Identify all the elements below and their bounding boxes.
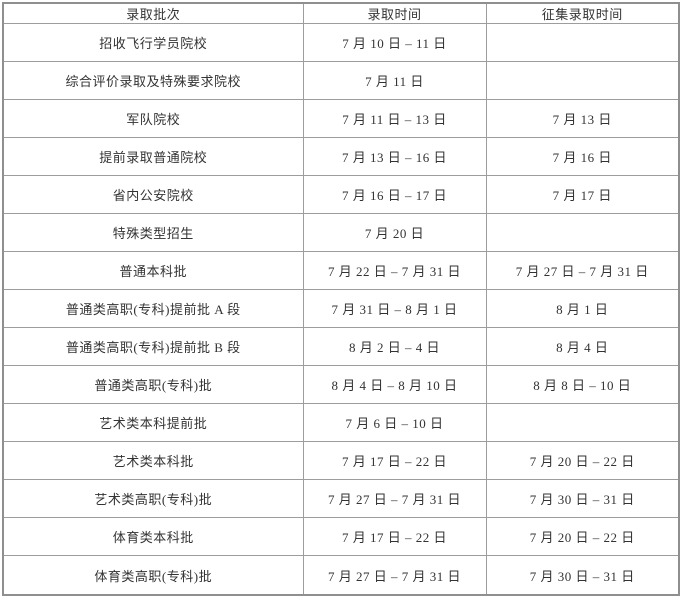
collection-time-cell: 7 月 13 日 xyxy=(485,99,680,139)
batch-cell: 艺术类高职(专科)批 xyxy=(2,479,304,519)
batch-cell: 普通类高职(专科)提前批 A 段 xyxy=(2,289,304,329)
batch-cell: 普通类高职(专科)提前批 B 段 xyxy=(2,327,304,367)
collection-time-cell: 8 月 1 日 xyxy=(485,289,680,329)
collection-time-cell: 7 月 20 日 – 22 日 xyxy=(485,441,680,481)
batch-cell: 军队院校 xyxy=(2,99,304,139)
batch-cell: 综合评价录取及特殊要求院校 xyxy=(2,61,304,101)
collection-time-cell: 8 月 4 日 xyxy=(485,327,680,367)
table-header-row: 录取批次 录取时间 征集录取时间 xyxy=(2,2,680,24)
admission-time-cell: 7 月 22 日 – 7 月 31 日 xyxy=(302,251,487,291)
admission-time-cell: 7 月 17 日 – 22 日 xyxy=(302,517,487,557)
admission-time-cell: 7 月 11 日 xyxy=(302,61,487,101)
batch-cell: 招收飞行学员院校 xyxy=(2,22,304,63)
batch-cell: 体育类本科批 xyxy=(2,517,304,557)
collection-time-cell: 8 月 8 日 – 10 日 xyxy=(485,365,680,405)
table-row: 艺术类本科提前批 7 月 6 日 – 10 日 xyxy=(2,403,680,443)
batch-cell: 提前录取普通院校 xyxy=(2,137,304,177)
admission-time-cell: 7 月 27 日 – 7 月 31 日 xyxy=(302,479,487,519)
table-row: 综合评价录取及特殊要求院校 7 月 11 日 xyxy=(2,61,680,101)
admission-time-cell: 7 月 27 日 – 7 月 31 日 xyxy=(302,555,487,596)
collection-time-cell xyxy=(485,213,680,253)
collection-time-cell: 7 月 20 日 – 22 日 xyxy=(485,517,680,557)
batch-cell: 普通本科批 xyxy=(2,251,304,291)
table-body: 招收飞行学员院校 7 月 10 日 – 11 日综合评价录取及特殊要求院校 7 月 … xyxy=(2,22,680,596)
admission-time-cell: 7 月 16 日 – 17 日 xyxy=(302,175,487,215)
batch-cell: 艺术类本科提前批 xyxy=(2,403,304,443)
batch-cell: 特殊类型招生 xyxy=(2,213,304,253)
batch-cell: 普通类高职(专科)批 xyxy=(2,365,304,405)
admission-time-cell: 7 月 17 日 – 22 日 xyxy=(302,441,487,481)
admission-time-cell: 7 月 11 日 – 13 日 xyxy=(302,99,487,139)
collection-time-cell xyxy=(485,403,680,443)
table-row: 特殊类型招生 7 月 20 日 xyxy=(2,213,680,253)
table-row: 招收飞行学员院校 7 月 10 日 – 11 日 xyxy=(2,22,680,63)
collection-time-cell: 7 月 17 日 xyxy=(485,175,680,215)
collection-time-cell: 7 月 30 日 – 31 日 xyxy=(485,555,680,596)
admission-time-cell: 7 月 13 日 – 16 日 xyxy=(302,137,487,177)
column-header-admission-time: 录取时间 xyxy=(302,2,487,24)
admission-time-cell: 7 月 31 日 – 8 月 1 日 xyxy=(302,289,487,329)
column-header-batch: 录取批次 xyxy=(2,2,304,24)
collection-time-cell xyxy=(485,22,680,63)
collection-time-cell: 7 月 16 日 xyxy=(485,137,680,177)
admission-time-cell: 7 月 20 日 xyxy=(302,213,487,253)
batch-cell: 体育类高职(专科)批 xyxy=(2,555,304,596)
admission-time-cell: 8 月 2 日 – 4 日 xyxy=(302,327,487,367)
collection-time-cell: 7 月 30 日 – 31 日 xyxy=(485,479,680,519)
collection-time-cell: 7 月 27 日 – 7 月 31 日 xyxy=(485,251,680,291)
admission-time-cell: 7 月 6 日 – 10 日 xyxy=(302,403,487,443)
collection-time-cell xyxy=(485,61,680,101)
admission-time-cell: 7 月 10 日 – 11 日 xyxy=(302,22,487,63)
admission-time-cell: 8 月 4 日 – 8 月 10 日 xyxy=(302,365,487,405)
batch-cell: 艺术类本科批 xyxy=(2,441,304,481)
batch-cell: 省内公安院校 xyxy=(2,175,304,215)
column-header-collection-time: 征集录取时间 xyxy=(485,2,680,24)
